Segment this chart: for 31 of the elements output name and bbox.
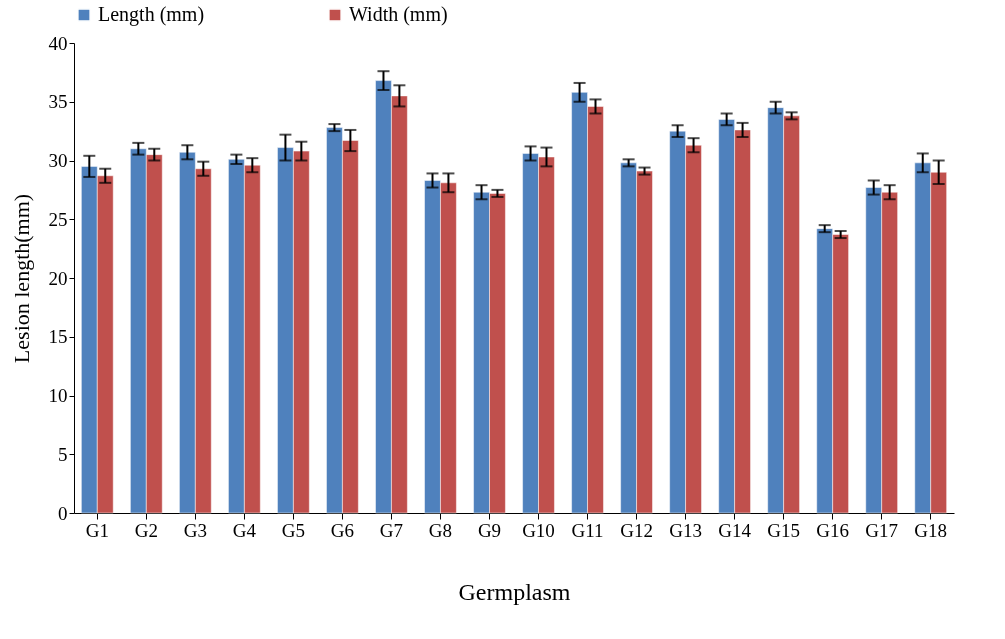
y-tick-label: 0 <box>58 502 68 524</box>
y-tick-label: 15 <box>48 326 68 348</box>
legend-label: Width (mm) <box>349 3 448 26</box>
x-tick-label: G2 <box>134 519 158 541</box>
x-tick-label: G9 <box>477 519 502 541</box>
x-tick-label: G11 <box>571 519 604 541</box>
x-tick-label: G10 <box>522 519 555 541</box>
y-tick-label: 35 <box>48 91 68 113</box>
x-tick-label: G17 <box>865 519 899 541</box>
x-tick-label: G16 <box>816 519 850 541</box>
y-tick-label: 5 <box>58 443 68 465</box>
x-tick-label: G5 <box>281 519 305 541</box>
y-tick-label: 40 <box>48 32 68 54</box>
y-tick-label: 20 <box>48 267 68 289</box>
x-tick-label: G7 <box>379 519 404 541</box>
x-tick-label: G18 <box>914 519 948 541</box>
x-tick-label: G1 <box>85 519 109 541</box>
x-tick-label: G8 <box>428 519 453 541</box>
y-tick-label: 10 <box>48 385 68 406</box>
x-tick-label: G3 <box>183 519 207 541</box>
x-tick-label: G4 <box>232 519 257 541</box>
y-tick-label: 30 <box>48 150 68 171</box>
x-tick-label: G12 <box>620 519 653 541</box>
x-tick-label: G13 <box>669 519 702 541</box>
x-tick-label: G6 <box>330 519 355 541</box>
y-axis-title: Lesion length(mm) <box>8 193 34 364</box>
legend-label: Length (mm) <box>98 3 205 26</box>
x-tick-label: G15 <box>767 519 801 541</box>
x-tick-label: G14 <box>718 519 752 541</box>
y-tick-label: 25 <box>48 208 68 230</box>
x-axis-title: Germplasm <box>458 578 571 605</box>
